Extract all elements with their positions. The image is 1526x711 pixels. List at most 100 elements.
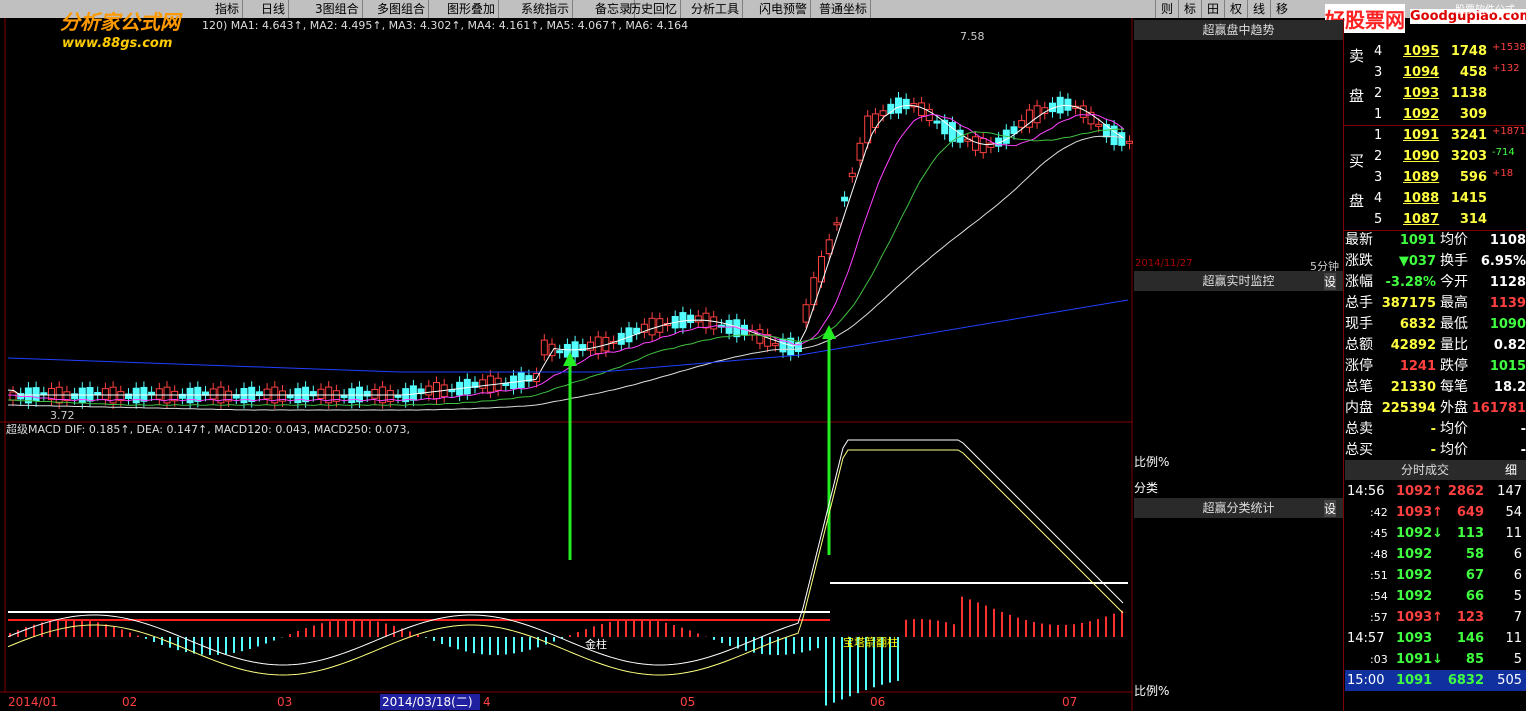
candle-body [294,388,302,404]
candle-body [371,388,379,399]
candle-body [933,120,941,124]
quote-label: 总卖 [1345,421,1373,437]
candle-body [117,391,125,402]
candle-body [363,390,371,397]
toolbar-button[interactable]: 日线 [258,0,290,18]
trade-time: :45 [1370,527,1388,540]
toolbar-button[interactable]: 历史回忆 [626,0,682,18]
candle-body [32,387,40,402]
logo-title: 分析家公式网 [60,10,180,34]
candle-body [833,222,841,226]
toolbar-button[interactable]: 多图组合 [374,0,430,18]
quote-value: 18.2 [1493,380,1526,395]
candle-body [979,137,987,154]
book-price: 1088 [1403,191,1440,206]
toolbar-button[interactable]: 指标 [212,0,244,18]
ma-line [7,128,1125,406]
candle-body [825,239,833,255]
trade-time: :48 [1370,548,1388,561]
candle-body [771,343,779,347]
trade-volume: 113 [1456,526,1484,541]
toolbar-button[interactable]: 图形叠加 [444,0,500,18]
toolbar-icon[interactable]: 则 [1155,0,1178,18]
trade-highlight [1345,670,1526,691]
candle-body [848,172,856,178]
candle-body [756,329,764,344]
book-price: 1092 [1403,107,1440,122]
quote-value: 161781 [1471,401,1526,416]
quote-value: - [1430,443,1436,458]
candle-body [63,391,71,401]
trade-count: 7 [1513,610,1522,625]
trend-date: 2014/11/27 [1135,258,1193,269]
candle-body [1079,105,1087,118]
quote-label: 总手 [1345,295,1373,311]
book-level: 1 [1374,128,1383,143]
candle-body [972,136,979,151]
toolbar-icon[interactable]: 线 [1247,0,1270,18]
panel-set[interactable]: 设 [1324,500,1337,517]
candle-body [587,341,594,351]
trade-price: 1092 [1396,589,1433,604]
high-label: 7.58 [960,30,985,43]
candle-body [1010,126,1018,135]
toolbar-button[interactable]: 系统指示 [518,0,574,18]
quote-value: 1241 [1399,359,1436,374]
quote-value: 42892 [1390,338,1436,353]
toolbar-icon[interactable]: 移 [1270,0,1293,18]
candle-body [594,336,602,354]
candle-body [841,196,849,202]
trade-count: 147 [1497,484,1522,499]
toolbar-button[interactable]: 分析工具 [688,0,744,18]
candle-body [941,119,949,135]
candle-body [556,350,564,354]
candle-body [648,317,656,336]
candle-body [1033,105,1041,124]
candle-body [1025,109,1033,128]
quote-label: 每笔 [1440,379,1468,395]
panel-set[interactable]: 设 [1324,273,1337,290]
candle-body [563,343,571,358]
bar-label: 宝塔箭翻柱 [843,635,898,649]
candle-body [579,344,587,351]
detail-button[interactable]: 细 [1505,460,1526,480]
date-label: 02 [122,695,137,709]
toolbar-button[interactable]: 普通坐标 [816,0,872,18]
trade-count: 11 [1505,526,1522,541]
book-level: 1 [1374,107,1383,122]
candle-body [209,388,217,400]
book-divider [1343,125,1526,126]
trade-time: 14:56 [1347,484,1385,499]
quote-label: 今开 [1440,274,1468,290]
toolbar-button[interactable]: 备忘录 [592,0,636,18]
book-change: +18 [1492,168,1514,179]
trade-count: 11 [1505,631,1522,646]
dif-line [7,439,1124,666]
trade-count: 5 [1513,652,1522,667]
toolbar-button[interactable]: 3图组合 [312,0,363,18]
quote-label: 总额 [1345,337,1373,353]
quote-value: 1128 [1489,275,1526,290]
trade-volume: 2862 [1447,484,1484,499]
quote-label: 现手 [1345,316,1373,332]
candle-body [1095,123,1103,127]
candle-body [71,393,79,400]
toolbar-icon[interactable]: 田 [1201,0,1224,18]
candle-body [802,304,810,323]
toolbar-icon[interactable]: 标 [1178,0,1201,18]
candle-body [517,372,525,389]
quote-label: 总笔 [1345,379,1373,395]
toolbar-icon[interactable]: 权 [1224,0,1247,18]
quote-value: 6832 [1399,317,1436,332]
candle-body [263,388,271,400]
toolbar-button[interactable]: 闪电预警 [756,0,812,18]
quote-value: 1090 [1489,317,1526,332]
candle-body [764,334,772,347]
book-price: 1094 [1403,65,1440,80]
trade-price: 1093 [1396,631,1433,646]
trade-time: :51 [1370,569,1388,582]
book-volume: 309 [1459,107,1487,122]
trade-price: 1091 [1396,673,1433,688]
trade-count: 6 [1513,568,1522,583]
